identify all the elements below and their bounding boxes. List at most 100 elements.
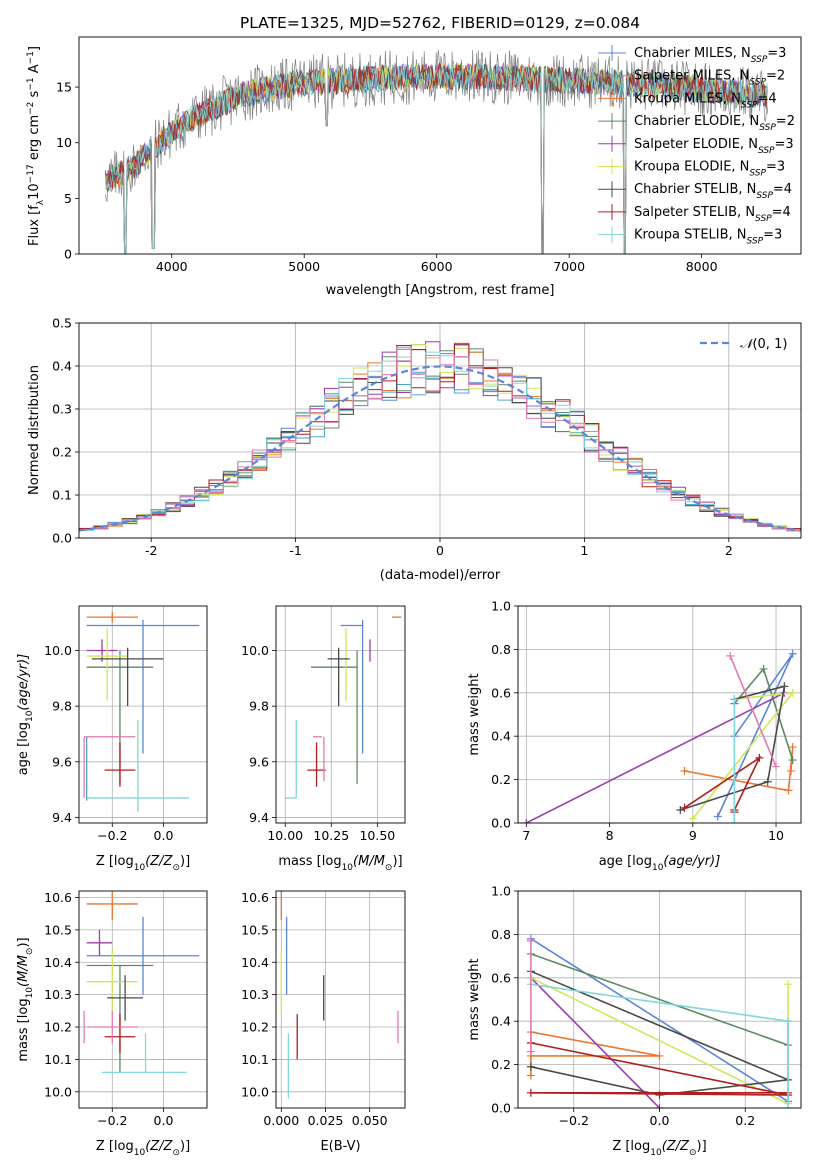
- x-tick-label: -2: [145, 543, 157, 558]
- label-part: SSP: [758, 146, 775, 156]
- weight-marker: [730, 819, 739, 823]
- y-tick-label: 15: [56, 80, 72, 95]
- y-axis-label: Flux [fλ10−17 erg cm−2 s−1 A−1]: [26, 46, 46, 246]
- label-part: SSP: [756, 191, 773, 201]
- legend-entry: Chabrier STELIB, NSSP=4: [634, 182, 792, 201]
- label-part: )]: [392, 854, 402, 869]
- y-tick-label: 0.4: [52, 359, 72, 374]
- x-tick-label: 0.050: [352, 1113, 388, 1128]
- plot-area: [285, 616, 402, 799]
- x-tick-label: 0: [436, 543, 444, 558]
- figure-title: PLATE=1325, MJD=52762, FIBERID=0129, z=0…: [240, 14, 640, 32]
- label-part: s: [27, 90, 42, 101]
- legend-entry: Chabrier ELODIE, NSSP=2: [634, 114, 795, 133]
- x-axis-label: Z [log10(Z/Z⊙)]: [96, 1139, 190, 1158]
- label-part: Chabrier STELIB, N: [634, 182, 756, 197]
- z-weight-panel: −0.2 0.0 0.2 0.0 0.2 0.4 0.6 0.8 1.0 Z [log10(Z/Z…: [467, 884, 802, 1158]
- x-axis-label: (data-model)/error: [380, 568, 501, 583]
- weight-marker: [763, 777, 772, 786]
- y-tick-label: 10.4: [241, 955, 269, 970]
- label-part: (M/M: [16, 955, 31, 987]
- label-part: SSP: [751, 55, 768, 65]
- weight-marker: [788, 688, 797, 697]
- label-part: Z [log: [612, 1139, 650, 1154]
- x-axis-label: E(B-V): [320, 1139, 360, 1154]
- label-part: (0, 1): [752, 337, 787, 352]
- label-part: Salpeter MILES, N: [634, 69, 749, 84]
- y-tick-label: 1.0: [491, 884, 511, 899]
- label-part: (Z/Z: [145, 1139, 173, 1154]
- label-part: (Z/Z: [145, 854, 173, 869]
- label-part: mass [log: [278, 854, 341, 869]
- weight-marker: [655, 1104, 664, 1108]
- label-part: −1: [26, 77, 36, 90]
- y-tick-label: 0.2: [491, 772, 511, 787]
- y-tick-label: 10.4: [44, 955, 72, 970]
- label-part: −1: [26, 51, 36, 64]
- label-part: 10: [27, 183, 42, 200]
- spectrum-panel: 4000 5000 6000 7000 8000 0 5 10 15 wavelength [An…: [26, 36, 802, 298]
- x-tick-label: 10: [768, 828, 784, 843]
- weight-marker: [780, 682, 789, 691]
- x-tick-label: 8: [606, 828, 614, 843]
- weight-marker: [526, 936, 535, 945]
- y-tick-label: 9.8: [52, 699, 72, 714]
- x-tick-label: 5000: [288, 259, 320, 274]
- ebv-mass-panel: 0.000 0.025 0.050 10.0 10.1 10.2 10.3 10.4 10.5 1…: [241, 890, 406, 1154]
- plot-area: [522, 649, 797, 823]
- x-tick-label: 0.2: [735, 1113, 755, 1128]
- label-part: ⊙: [25, 948, 35, 956]
- label-part: age [log: [16, 722, 31, 775]
- weight-series-line: [530, 1042, 789, 1096]
- label-part: erg cm: [27, 115, 42, 164]
- label-part: SSP: [741, 100, 758, 110]
- x-tick-label: 7000: [553, 259, 585, 274]
- label-part: Chabrier MILES, N: [634, 46, 751, 61]
- label-part: Salpeter ELODIE, N: [634, 137, 758, 152]
- weight-marker: [676, 805, 685, 814]
- label-part: 10: [650, 1148, 662, 1158]
- x-tick-label: 1: [580, 543, 588, 558]
- y-tick-label: 5: [64, 191, 72, 206]
- label-part: 10: [134, 863, 146, 873]
- weight-marker: [788, 756, 797, 765]
- label-part: SSP: [747, 237, 764, 247]
- label-part: =3: [774, 137, 793, 152]
- weight-marker: [526, 1062, 535, 1071]
- label-part: =3: [766, 160, 785, 175]
- plot-area: [105, 49, 768, 254]
- y-tick-label: 10.1: [44, 1052, 72, 1067]
- y-tick-label: 0.0: [491, 1101, 511, 1116]
- y-tick-label: 10.5: [44, 922, 72, 937]
- x-axis-label: mass [log10(M/M⊙)]: [278, 854, 402, 873]
- label-part: −17: [26, 164, 36, 183]
- label-part: Kroupa MILES, N: [634, 91, 741, 106]
- label-part: )]: [180, 854, 190, 869]
- label-part: mass [log: [16, 998, 31, 1061]
- weight-series-line: [680, 685, 786, 811]
- y-tick-label: 10.6: [44, 890, 72, 905]
- label-part: ⊙: [172, 1148, 180, 1158]
- x-tick-label: 0.000: [263, 1113, 299, 1128]
- label-part: (age/yr)]: [16, 654, 31, 711]
- weight-marker: [784, 1017, 793, 1026]
- label-part: Z [log: [96, 1139, 134, 1154]
- y-tick-label: 10.3: [44, 987, 72, 1002]
- y-tick-label: 10: [56, 135, 72, 150]
- label-part: 10: [134, 1148, 146, 1158]
- weight-series-line: [684, 755, 762, 813]
- y-tick-label: 10.0: [241, 1084, 269, 1099]
- y-tick-label: 0.0: [491, 816, 511, 831]
- mass-age-panel: 10.00 10.25 10.50 9.4 9.6 9.8 10.0 mass [log10(…: [241, 605, 406, 873]
- y-tick-label: 10.6: [241, 890, 269, 905]
- weight-marker: [680, 803, 689, 812]
- legend-entry: Salpeter STELIB, NSSP=4: [634, 205, 791, 224]
- x-tick-label: 7: [522, 828, 530, 843]
- residuals-panel: -2 -1 0 1 2 0.0 0.1 0.2 0.3 0.4 0.5 𝒩(0, 1) (data-mo…: [27, 316, 802, 583]
- label-part: E(B-V): [320, 1139, 360, 1154]
- label-part: wavelength [Angstrom, rest frame]: [326, 283, 555, 298]
- axes-frame: [517, 605, 802, 824]
- axes-frame: [78, 36, 802, 255]
- legend-entry: Kroupa STELIB, NSSP=3: [634, 228, 782, 247]
